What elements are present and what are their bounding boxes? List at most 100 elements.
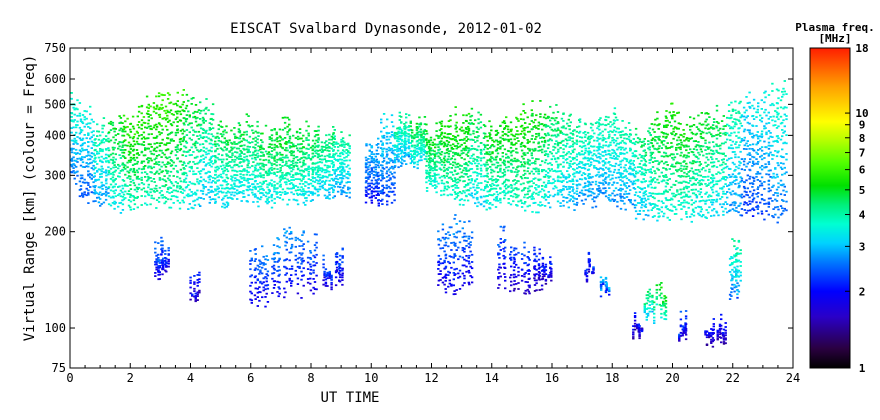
f-region-echo-point [295, 165, 299, 167]
f-region-echo-point [611, 157, 614, 160]
f-region-echo-point [431, 144, 434, 146]
f-region-echo-point [392, 175, 395, 178]
f-region-echo-point [153, 187, 156, 190]
f-region-echo-point [532, 182, 535, 185]
f-region-echo-point [524, 122, 527, 124]
f-region-echo-point [499, 158, 502, 160]
f-region-echo-point [475, 178, 479, 180]
f-region-echo-point [176, 100, 179, 102]
f-region-echo-point [332, 179, 335, 182]
f-region-echo-point [78, 112, 82, 115]
f-region-echo-point [236, 170, 239, 173]
f-region-echo-point [467, 147, 471, 150]
f-region-echo-point [320, 141, 324, 144]
f-region-echo-point [214, 169, 217, 172]
f-region-echo-point [638, 202, 642, 204]
f-region-echo-point [578, 125, 581, 128]
f-region-echo-point [172, 189, 175, 192]
f-region-echo-point [491, 151, 494, 153]
f-region-echo-point [150, 171, 153, 174]
f-region-echo-point [107, 137, 110, 140]
f-region-echo-point [389, 142, 392, 144]
f-region-echo-point [150, 133, 153, 135]
f-region-echo-point [443, 136, 447, 139]
f-region-echo-point [507, 202, 510, 204]
f-region-echo-point [429, 160, 433, 162]
f-region-echo-point [640, 166, 643, 169]
f-region-echo-point [307, 144, 310, 147]
f-region-echo-point [629, 159, 632, 162]
f-region-echo-point [236, 163, 239, 166]
f-region-echo-point [515, 168, 518, 171]
f-region-echo-point [153, 107, 156, 110]
f-region-echo-point [144, 171, 147, 174]
f-region-echo-point [340, 180, 344, 183]
f-region-echo-point [96, 163, 99, 165]
f-region-echo-point [392, 144, 395, 147]
f-region-echo-point [385, 162, 388, 165]
f-region-echo-point [309, 182, 313, 185]
f-region-echo-point [470, 178, 474, 180]
f-region-echo-point [83, 156, 86, 159]
f-region-echo-point [623, 183, 626, 186]
f-region-echo-point [286, 165, 289, 167]
f-region-echo-point [486, 199, 489, 202]
f-region-echo-point [237, 165, 241, 168]
f-region-echo-point [347, 173, 350, 175]
f-region-echo-point [325, 179, 328, 182]
f-region-echo-point [309, 167, 313, 170]
f-region-echo-point [566, 176, 569, 179]
f-region-echo-point [367, 173, 370, 176]
f-region-echo-point [196, 189, 199, 192]
f-region-echo-point [501, 155, 504, 158]
f-region-echo-point [172, 161, 175, 164]
f-region-echo-point [380, 118, 383, 121]
f-region-echo-point [152, 166, 156, 169]
f-region-echo-point [219, 184, 222, 187]
f-region-echo-point [300, 143, 303, 145]
f-region-echo-point [484, 200, 487, 203]
f-region-echo-point [101, 188, 104, 190]
f-region-echo-point [544, 125, 548, 128]
f-region-echo-point [425, 177, 428, 180]
f-region-echo-point [178, 177, 182, 180]
f-region-echo-point [447, 150, 451, 153]
f-region-echo-point [231, 198, 234, 200]
f-region-echo-point [559, 205, 562, 207]
f-region-echo-point [578, 162, 581, 165]
f-region-echo-point [275, 193, 278, 195]
f-region-echo-point [584, 147, 587, 150]
f-region-echo-point [495, 196, 499, 198]
f-region-echo-point [648, 162, 651, 164]
f-region-echo-point [150, 194, 153, 197]
f-region-echo-point [397, 166, 400, 169]
f-region-echo-point [147, 107, 150, 110]
f-region-echo-point [506, 191, 510, 194]
f-region-echo-point [415, 129, 419, 131]
f-region-echo-point [382, 113, 386, 115]
f-region-echo-point [260, 191, 263, 194]
f-region-echo-point [270, 199, 274, 202]
f-region-echo-point [158, 191, 162, 194]
f-region-echo-point [427, 164, 431, 166]
f-region-echo-point [205, 136, 208, 138]
f-region-echo-point [264, 150, 268, 153]
f-region-echo-point [453, 198, 457, 200]
f-region-echo-point [307, 157, 310, 159]
f-region-echo-point [524, 145, 527, 148]
f-region-echo-point [596, 121, 599, 124]
f-region-echo-point [237, 147, 241, 150]
f-region-echo-point [254, 164, 257, 167]
f-region-echo-point [155, 199, 159, 201]
f-region-echo-point [516, 118, 519, 120]
f-region-echo-point [434, 153, 437, 156]
f-region-echo-point [613, 194, 617, 197]
f-region-echo-point [452, 143, 455, 146]
f-region-echo-point [247, 115, 250, 117]
f-region-echo-point [572, 158, 575, 161]
f-region-echo-point [326, 164, 329, 167]
f-region-echo-point [118, 185, 121, 188]
f-region-echo-point [479, 121, 483, 124]
f-region-echo-point [73, 108, 76, 111]
f-region-echo-point [580, 174, 584, 177]
